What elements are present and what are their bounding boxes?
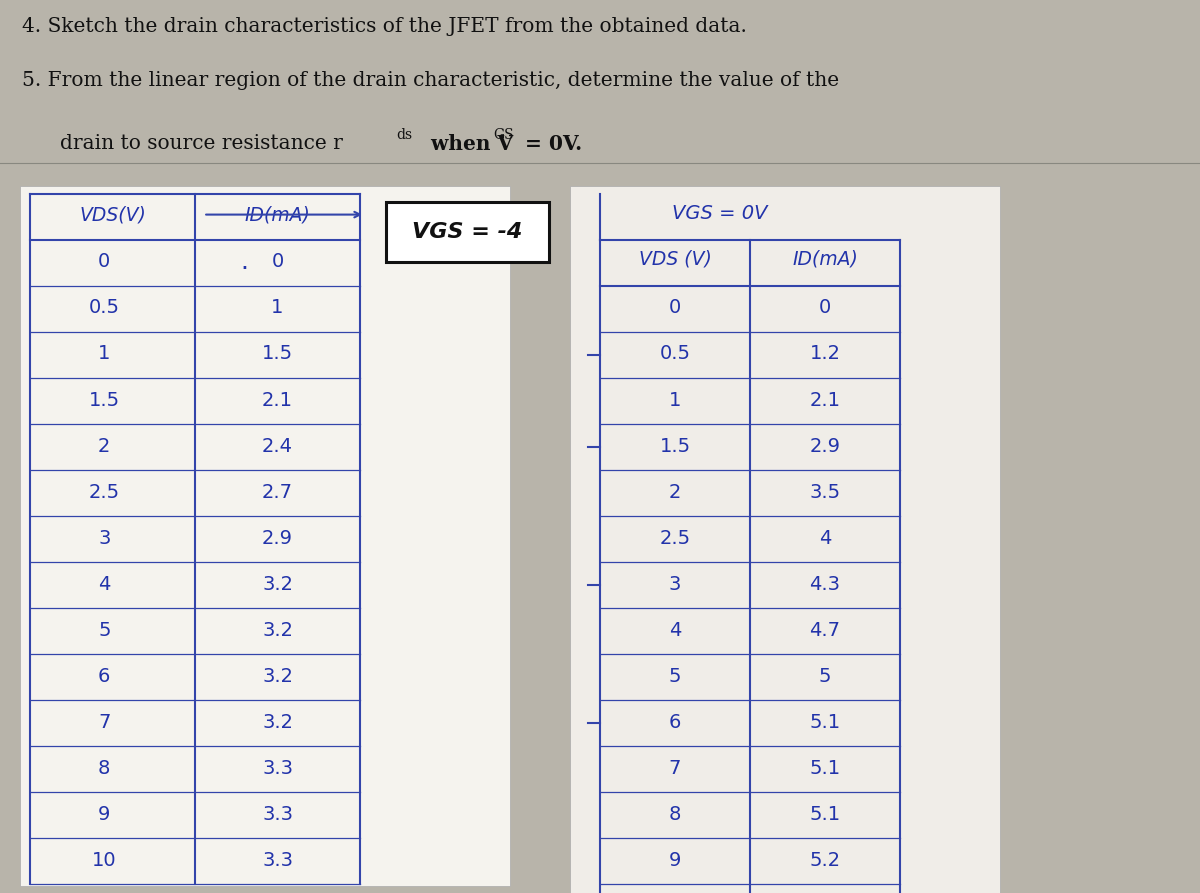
Text: drain to source resistance r: drain to source resistance r [60, 134, 343, 154]
Text: 0.5: 0.5 [660, 345, 690, 363]
Text: 0: 0 [98, 253, 110, 271]
Text: 2: 2 [98, 437, 110, 455]
Text: VDS(V): VDS(V) [79, 205, 146, 224]
Text: VGS = -4: VGS = -4 [413, 221, 523, 242]
Text: 7: 7 [668, 758, 682, 778]
Text: 2: 2 [668, 482, 682, 502]
Text: .: . [240, 250, 248, 274]
Text: 2.7: 2.7 [262, 482, 293, 502]
Text: 0: 0 [271, 253, 283, 271]
Text: 4. Sketch the drain characteristics of the JFET from the obtained data.: 4. Sketch the drain characteristics of t… [22, 17, 746, 36]
Text: GS: GS [493, 128, 514, 142]
Text: 4.3: 4.3 [810, 574, 840, 594]
Text: 3: 3 [98, 529, 110, 547]
Text: 8: 8 [668, 805, 682, 823]
Text: VGS = 0V: VGS = 0V [672, 204, 768, 222]
FancyBboxPatch shape [386, 202, 550, 262]
Text: 9: 9 [668, 850, 682, 870]
Text: 8: 8 [98, 758, 110, 778]
Text: 2.9: 2.9 [810, 437, 840, 455]
Text: 4: 4 [98, 574, 110, 594]
Text: 2.5: 2.5 [660, 529, 690, 547]
Text: 1.5: 1.5 [89, 390, 120, 410]
Text: 0: 0 [818, 298, 832, 318]
Text: 3.5: 3.5 [810, 482, 840, 502]
Text: 2.4: 2.4 [262, 437, 293, 455]
Text: 5: 5 [818, 666, 832, 686]
Text: ID(mA): ID(mA) [245, 205, 311, 224]
Text: 1: 1 [271, 298, 283, 318]
Text: 4: 4 [668, 621, 682, 639]
Text: 5.2: 5.2 [810, 850, 840, 870]
Text: 3.3: 3.3 [262, 850, 293, 870]
Text: 5.1: 5.1 [810, 805, 840, 823]
Text: 6: 6 [668, 713, 682, 731]
Text: 4.7: 4.7 [810, 621, 840, 639]
Text: = 0V.: = 0V. [518, 134, 582, 154]
Text: 4: 4 [818, 529, 832, 547]
Text: 1.2: 1.2 [810, 345, 840, 363]
Text: 3.3: 3.3 [262, 805, 293, 823]
Text: 5: 5 [98, 621, 110, 639]
Text: 9: 9 [98, 805, 110, 823]
Text: 2.5: 2.5 [89, 482, 120, 502]
Text: 3.2: 3.2 [262, 666, 293, 686]
Text: 5.1: 5.1 [810, 758, 840, 778]
Bar [570, 186, 1000, 893]
Text: 5. From the linear region of the drain characteristic, determine the value of th: 5. From the linear region of the drain c… [22, 71, 839, 89]
Text: 10: 10 [92, 850, 116, 870]
Text: 3.2: 3.2 [262, 713, 293, 731]
Text: 1: 1 [98, 345, 110, 363]
Text: 0: 0 [668, 298, 682, 318]
Text: when V: when V [424, 134, 512, 154]
Text: 3.2: 3.2 [262, 621, 293, 639]
Text: 5: 5 [668, 666, 682, 686]
Text: 2.9: 2.9 [262, 529, 293, 547]
Text: 2.1: 2.1 [262, 390, 293, 410]
Text: 5.1: 5.1 [810, 713, 840, 731]
Text: ID(mA): ID(mA) [792, 250, 858, 269]
Text: 3.2: 3.2 [262, 574, 293, 594]
Text: 0.5: 0.5 [89, 298, 120, 318]
Text: 7: 7 [98, 713, 110, 731]
Text: 3.3: 3.3 [262, 758, 293, 778]
Text: 3: 3 [668, 574, 682, 594]
Text: 6: 6 [98, 666, 110, 686]
Text: 1.5: 1.5 [262, 345, 293, 363]
Text: 2.1: 2.1 [810, 390, 840, 410]
Text: ds: ds [396, 128, 412, 142]
Text: VDS (V): VDS (V) [638, 250, 712, 269]
Text: 1: 1 [668, 390, 682, 410]
Bar [20, 186, 510, 886]
Text: 1.5: 1.5 [660, 437, 690, 455]
